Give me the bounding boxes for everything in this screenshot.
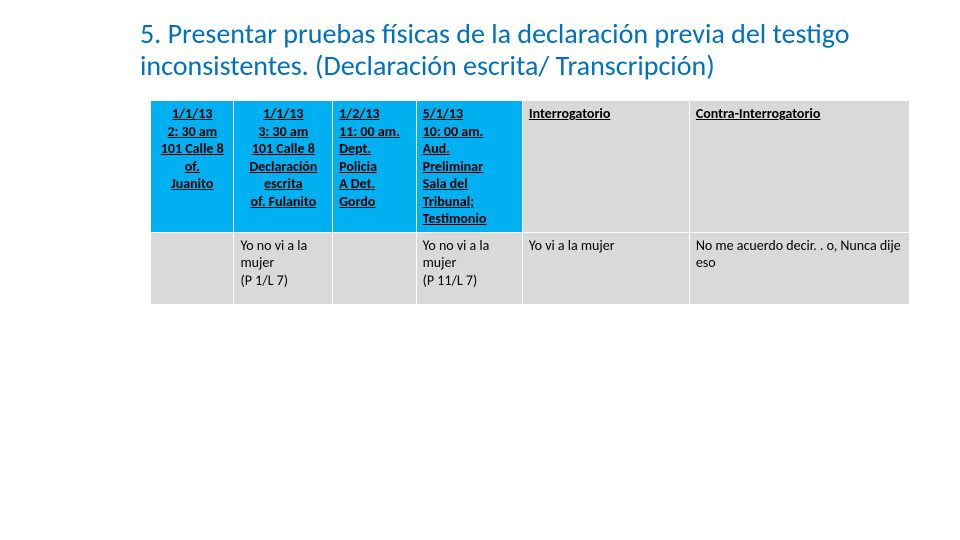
cell-event-4: Yo no vi a la mujer(P 11/L 7) bbox=[416, 232, 522, 304]
comparison-table: 1/1/132: 30 am101 Calle 8of.Juanito 1/1/… bbox=[150, 100, 910, 305]
hdr-event-4: 5/1/1310: 00 am.Aud.PreliminarSala delTr… bbox=[416, 101, 522, 233]
table-data-row: Yo no vi a la mujer(P 1/L 7) Yo no vi a … bbox=[151, 232, 910, 304]
table-header-row: 1/1/132: 30 am101 Calle 8of.Juanito 1/1/… bbox=[151, 101, 910, 233]
hdr-interrog: Interrogatorio bbox=[522, 101, 689, 233]
hdr-event-2: 1/1/133: 30 am101 Calle 8Declaración esc… bbox=[234, 101, 333, 233]
comparison-table-container: 1/1/132: 30 am101 Calle 8of.Juanito 1/1/… bbox=[60, 100, 920, 305]
cell-event-1 bbox=[151, 232, 234, 304]
hdr-event-1: 1/1/132: 30 am101 Calle 8of.Juanito bbox=[151, 101, 234, 233]
slide-title: 5. Presentar pruebas físicas de la decla… bbox=[60, 18, 920, 100]
hdr-event-3: 1/2/1311: 00 am.Dept.PoliciaA Det.Gordo bbox=[333, 101, 416, 233]
hdr-contra: Contra-Interrogatorio bbox=[689, 101, 909, 233]
cell-event-3 bbox=[333, 232, 416, 304]
cell-contra: No me acuerdo decir. . o, Nunca dije eso bbox=[689, 232, 909, 304]
cell-event-2: Yo no vi a la mujer(P 1/L 7) bbox=[234, 232, 333, 304]
cell-interrog: Yo vi a la mujer bbox=[522, 232, 689, 304]
